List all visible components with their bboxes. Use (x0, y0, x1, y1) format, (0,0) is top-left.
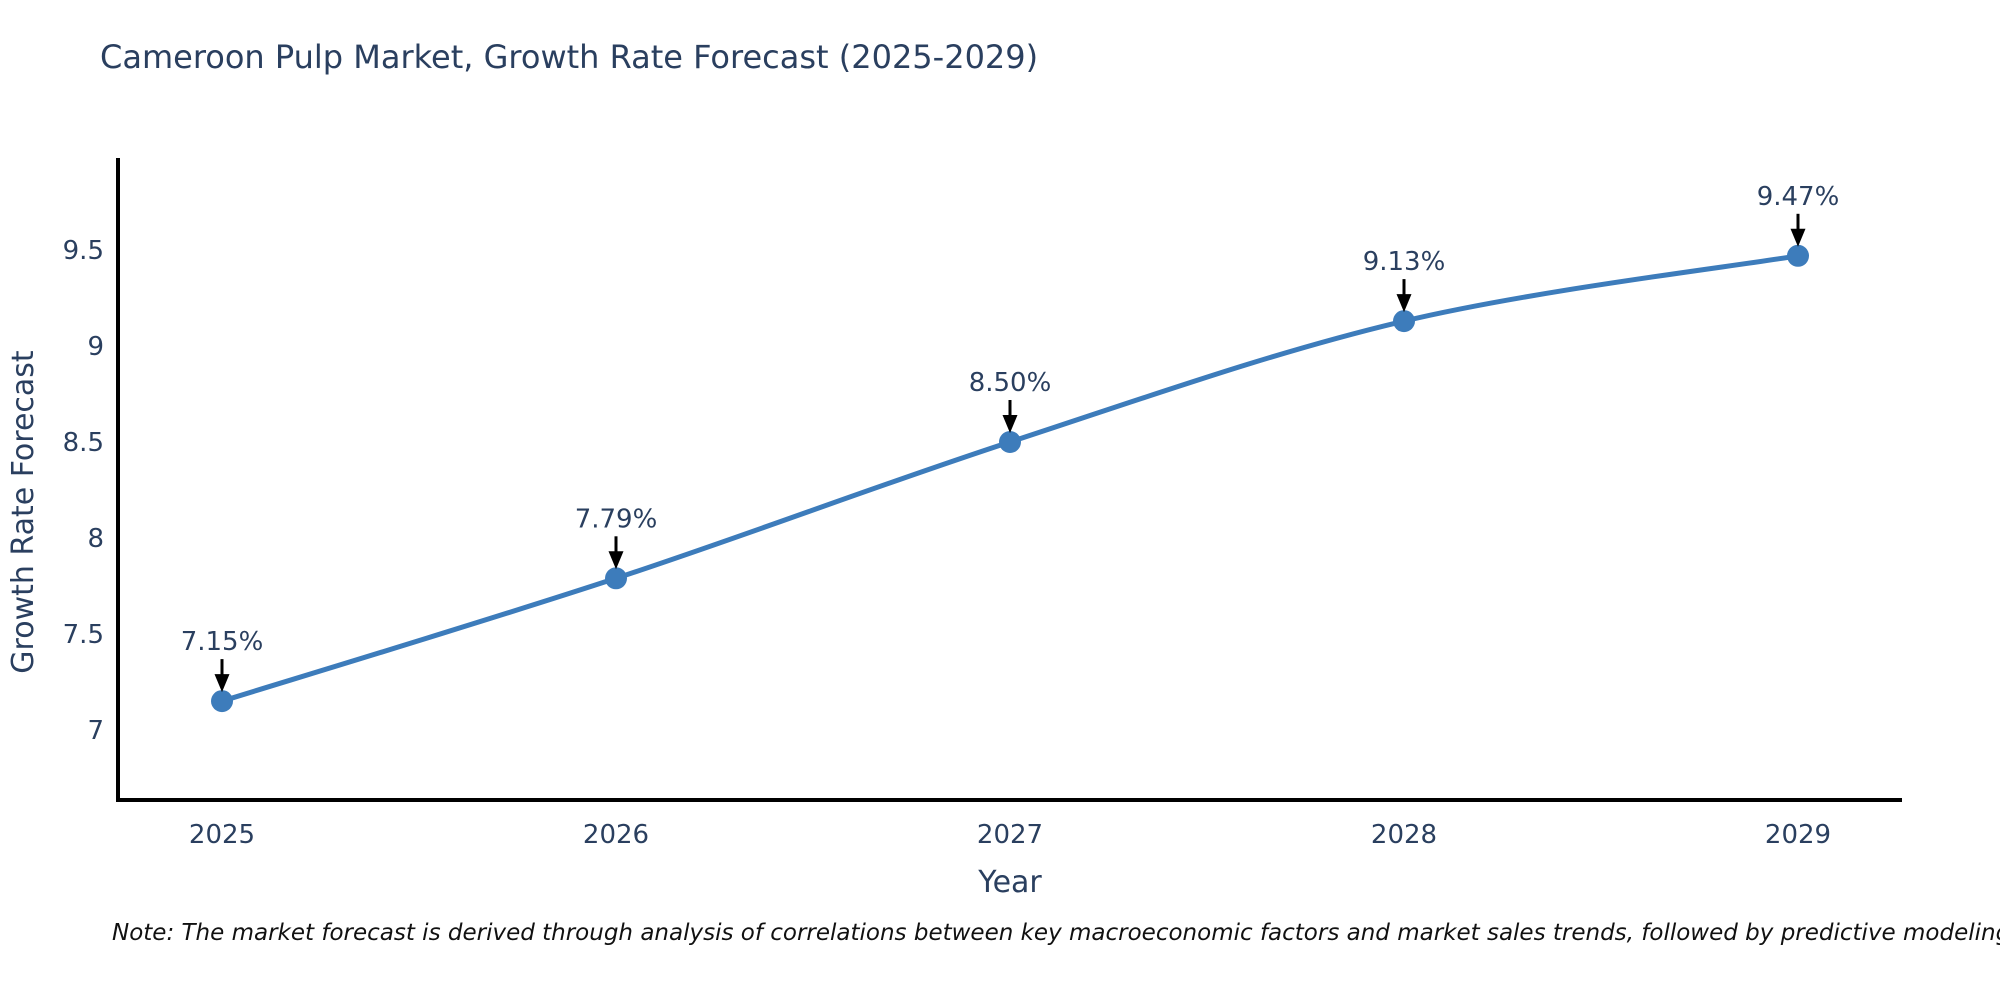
point-annotation: 8.50% (969, 368, 1052, 433)
x-tick-label: 2026 (583, 820, 649, 850)
footnote: Note: The market forecast is derived thr… (112, 920, 2000, 946)
annotation-arrowhead-icon (1396, 294, 1412, 313)
x-axis-tick-labels: 2025 2026 2027 2028 2029 (189, 820, 1831, 850)
series-layer (221, 253, 1799, 704)
point-annotation: 7.79% (575, 504, 658, 570)
y-axis-title: Growth Rate Forecast (6, 350, 41, 674)
y-tick-label: 9.5 (63, 236, 104, 266)
annotation-label: 9.47% (1757, 182, 1840, 212)
y-tick-label: 8.5 (63, 428, 104, 458)
annotation-arrowhead-icon (608, 551, 624, 570)
y-tick-label: 8 (87, 524, 104, 554)
y-tick-label: 7.5 (63, 620, 104, 650)
point-annotation: 7.15% (181, 627, 264, 693)
axes-layer (116, 158, 1902, 802)
x-axis-title: Year (977, 865, 1042, 900)
annotation-arrowhead-icon (1790, 228, 1806, 247)
data-point-marker[interactable] (999, 431, 1021, 453)
annotation-label: 7.15% (181, 627, 264, 657)
y-axis-tick-labels: 7 7.5 8 8.5 9 9.5 (63, 236, 104, 746)
data-point-marker[interactable] (211, 690, 233, 713)
point-annotation: 9.47% (1757, 182, 1840, 247)
data-point-marker[interactable] (1787, 244, 1809, 267)
data-point-marker[interactable] (605, 567, 627, 590)
series-line (221, 253, 1799, 704)
x-tick-label: 2025 (189, 820, 255, 850)
axis-lines (116, 158, 1902, 802)
annotations-layer: 7.15% 7.79% 8.50% 9.13% 9.47% (181, 182, 1840, 693)
annotation-label: 9.13% (1363, 247, 1446, 277)
annotation-arrowhead-icon (1002, 415, 1018, 433)
annotation-arrowhead-icon (214, 674, 230, 693)
annotation-label: 8.50% (969, 368, 1052, 398)
point-annotation: 9.13% (1363, 247, 1446, 313)
x-tick-label: 2028 (1371, 820, 1437, 850)
markers-layer (211, 244, 1809, 713)
data-point-marker[interactable] (1393, 310, 1415, 333)
annotation-label: 7.79% (575, 504, 658, 534)
x-tick-label: 2029 (1765, 820, 1831, 850)
chart-title: Cameroon Pulp Market, Growth Rate Foreca… (100, 38, 1039, 76)
y-tick-label: 9 (87, 332, 104, 362)
y-tick-label: 7 (87, 716, 104, 746)
x-tick-label: 2027 (977, 820, 1043, 850)
